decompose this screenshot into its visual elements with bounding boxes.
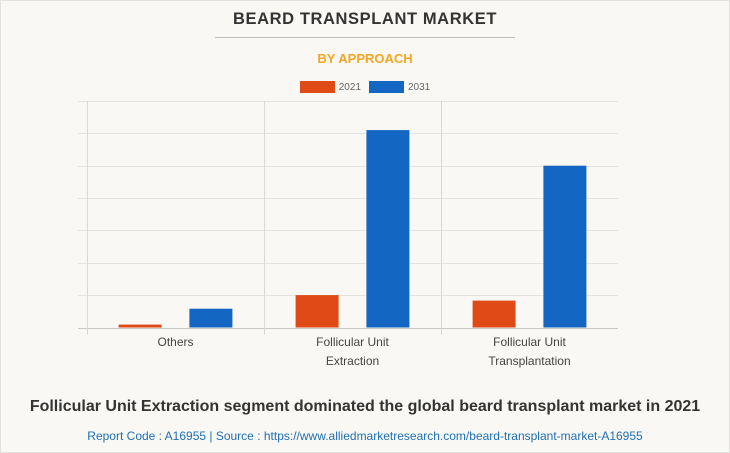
x-tick-label: Transplantation <box>488 354 570 368</box>
bar-2021-follicular-unit-transplantation[interactable] <box>472 300 516 328</box>
chart-subtitle: BY APPROACH <box>317 51 413 66</box>
x-axis-labels: Others Follicular Unit Extraction Follicula… <box>157 335 570 368</box>
chart-caption: Follicular Unit Extraction segment domin… <box>29 398 701 415</box>
title-divider <box>215 37 515 38</box>
x-tick-label: Follicular Unit <box>316 335 389 349</box>
legend-item-2031[interactable]: 2031 <box>369 81 430 93</box>
legend-swatch-2031 <box>369 81 404 93</box>
bar-2031-follicular-unit-extraction[interactable] <box>366 130 410 328</box>
legend-label-2021: 2021 <box>338 81 361 93</box>
legend: 2021 2031 <box>0 80 730 94</box>
legend-swatch-2021 <box>299 81 335 93</box>
bar-2031-follicular-unit-transplantation[interactable] <box>543 165 587 328</box>
bar-2031-others[interactable] <box>189 308 233 328</box>
legend-item-2021[interactable]: 2021 <box>299 81 361 93</box>
source-line: Report Code : A16955 | Source : https://… <box>87 429 643 443</box>
x-tick-label: Extraction <box>326 354 379 368</box>
bar-2021-follicular-unit-extraction[interactable] <box>295 295 339 328</box>
legend-label-2031: 2031 <box>408 81 431 93</box>
gridlines <box>78 101 618 335</box>
bar-2021-others[interactable] <box>118 324 162 328</box>
x-tick-label: Follicular Unit <box>493 335 566 349</box>
x-tick-label: Others <box>157 335 193 349</box>
chart-title: BEARD TRANSPLANT MARKET <box>232 10 498 28</box>
bars <box>118 130 587 328</box>
